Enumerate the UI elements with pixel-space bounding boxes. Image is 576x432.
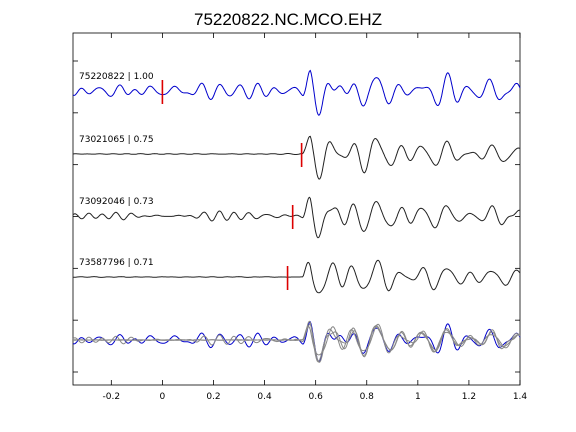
overlay-trace-1 [72,320,521,363]
trace-label-3: 73092046 | 0.73 [79,197,154,207]
x-tick-label: 0 [160,392,166,402]
x-tick-label: -0.2 [103,392,121,402]
y-axis [73,60,520,373]
overlay-trace-4 [73,323,521,356]
x-tick-label: 1 [415,392,421,402]
x-tick-label: 0.6 [308,392,323,402]
waveform-trace-3 [72,196,521,239]
overlay-trace-3 [72,320,521,363]
trace-label-1: 75220822 | 1.00 [79,72,154,82]
waveform-trace-4 [73,259,521,294]
trace-label-4: 73587796 | 0.71 [79,258,154,268]
chart-title: 75220822.NC.MCO.EHZ [194,10,382,29]
trace-label-2: 73021065 | 0.75 [79,135,154,145]
waveform-traces [72,69,521,294]
x-axis: -0.2 0 0.2 0.4 0.6 0.8 1 1.2 1.4 [103,33,528,402]
overlay-trace-2 [72,323,521,363]
x-tick-label: 1.2 [462,392,476,402]
plot-frame [72,32,521,386]
pick-markers [161,80,303,290]
x-tick-label: 0.2 [206,392,220,402]
x-tick-label: 1.4 [513,392,528,402]
x-tick-label: 0.4 [257,392,272,402]
x-tick-label: 0.8 [360,392,375,402]
trace-labels: 75220822 | 1.00 73021065 | 0.75 73092046 |… [79,72,154,268]
waveform-trace-2 [72,135,521,180]
waveform-trace-1 [72,69,521,117]
overlay-stack [72,320,521,363]
